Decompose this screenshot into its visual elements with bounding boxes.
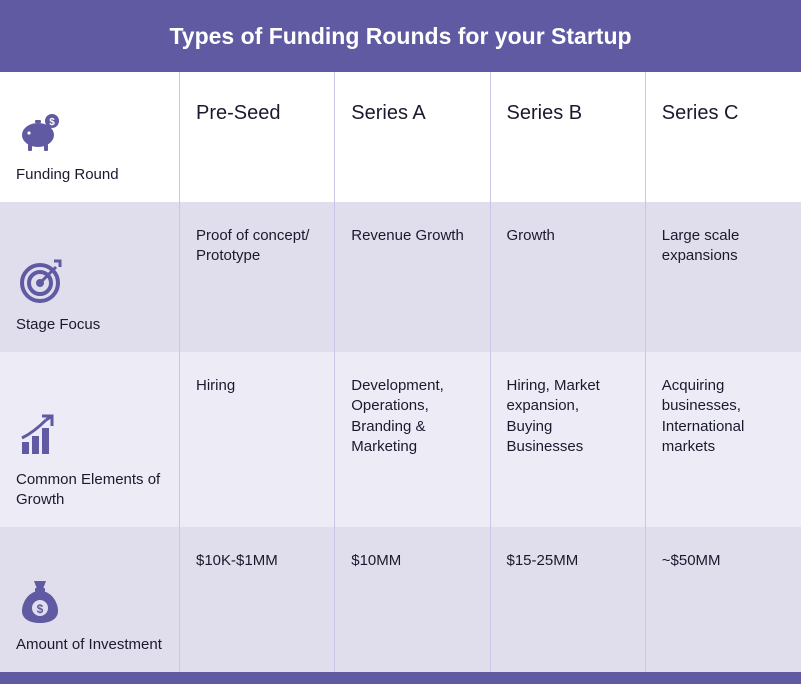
table-cell: Hiring xyxy=(180,352,335,527)
footer-accent-bar xyxy=(0,672,801,684)
col-header-series-b: Series B xyxy=(491,72,646,202)
col-header-preseed: Pre-Seed xyxy=(180,72,335,202)
row-label-text: Common Elements of Growth xyxy=(16,470,163,509)
table-cell: Development, Operations, Branding & Mark… xyxy=(335,352,490,527)
table-cell: ~$50MM xyxy=(646,527,801,672)
piggy-bank-icon: $ xyxy=(16,107,64,155)
svg-text:$: $ xyxy=(37,602,44,616)
col-header-series-a: Series A xyxy=(335,72,490,202)
table-cell: Acquiring businesses, International mark… xyxy=(646,352,801,527)
title-bar: Types of Funding Rounds for your Startup xyxy=(0,0,801,72)
target-icon xyxy=(16,257,64,305)
table-cell: Growth xyxy=(491,202,646,352)
table-cell: Proof of concept/ Prototype xyxy=(180,202,335,352)
table-cell: $10MM xyxy=(335,527,490,672)
infographic-container: Types of Funding Rounds for your Startup… xyxy=(0,0,801,684)
row-label-text: Stage Focus xyxy=(16,315,100,335)
table-cell: Hiring, Market expansion, Buying Busines… xyxy=(491,352,646,527)
row-label-text: Funding Round xyxy=(16,165,119,185)
row-label-funding-round: $ Funding Round xyxy=(0,72,180,202)
svg-text:$: $ xyxy=(49,117,55,128)
page-title: Types of Funding Rounds for your Startup xyxy=(169,23,631,50)
table-cell: $15-25MM xyxy=(491,527,646,672)
table-cell: Revenue Growth xyxy=(335,202,490,352)
table-cell: $10K-$1MM xyxy=(180,527,335,672)
row-label-stage-focus: Stage Focus xyxy=(0,202,180,352)
money-bag-icon: $ xyxy=(16,577,64,625)
table-cell: Large scale expansions xyxy=(646,202,801,352)
row-label-text: Amount of Investment xyxy=(16,635,162,655)
funding-table: $ Funding Round Pre-Seed Series A Series… xyxy=(0,72,801,672)
row-label-growth: Common Elements of Growth xyxy=(0,352,180,527)
growth-chart-icon xyxy=(16,412,64,460)
row-label-investment: $ Amount of Investment xyxy=(0,527,180,672)
col-header-series-c: Series C xyxy=(646,72,801,202)
